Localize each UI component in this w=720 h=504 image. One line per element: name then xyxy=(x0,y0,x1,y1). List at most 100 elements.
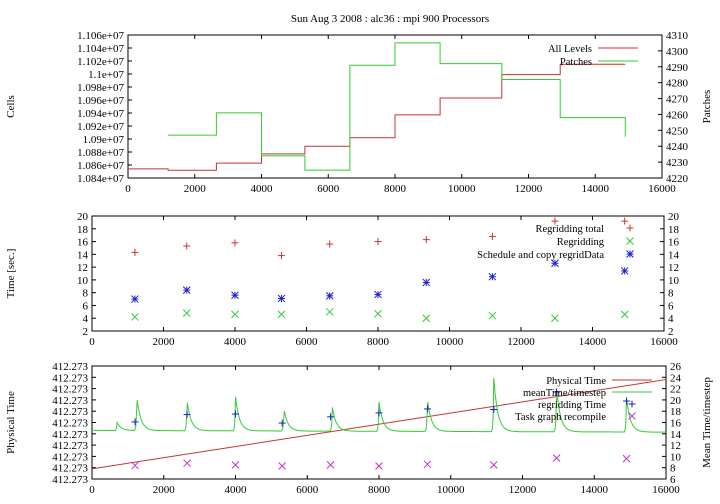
x-tick-label: 16000 xyxy=(650,336,678,348)
data-point-2-9 xyxy=(620,267,629,275)
series-line-1 xyxy=(168,42,626,171)
data-point-1-5 xyxy=(374,309,382,318)
y-tick-label: 20 xyxy=(77,211,89,223)
data-point-1-1 xyxy=(182,309,191,317)
data-point-2-5 xyxy=(374,290,382,299)
y2-tick-label: 8 xyxy=(668,288,674,300)
legend-swatch-2 xyxy=(626,250,634,258)
data-point-0-3 xyxy=(277,252,285,260)
data-point-1-9 xyxy=(620,310,629,319)
y-tick-label: 1.098e+07 xyxy=(77,82,124,94)
legend-label-1: Regridding xyxy=(557,237,605,248)
y2-tick-label: 4220 xyxy=(666,173,689,185)
y2-tick-label: 4240 xyxy=(666,141,689,153)
y-tick-label: 14 xyxy=(77,249,89,261)
legend-swatch-0 xyxy=(626,224,634,232)
data-point-0-5 xyxy=(374,238,382,246)
y2-tick-label: 12 xyxy=(668,262,679,274)
legend-label-0: Physical Time xyxy=(546,376,606,387)
y-tick-label: 1.106e+07 xyxy=(77,30,124,42)
data-point-1-7 xyxy=(488,311,497,320)
y2-tick-label: 2 xyxy=(668,326,674,338)
data-point-3-3 xyxy=(278,462,286,470)
data-point-2-0 xyxy=(131,295,139,303)
x-tick-label: 4000 xyxy=(251,183,274,195)
legend-label-0: Regridding total xyxy=(535,224,604,235)
y2-tick-label: 18 xyxy=(670,406,682,418)
data-point-2-3 xyxy=(277,294,286,303)
y-tick-label: 2 xyxy=(83,326,89,338)
y-tick-label: 412.273 xyxy=(52,440,88,452)
y2-tick-label: 20 xyxy=(670,395,682,407)
y-tick-label: 10 xyxy=(77,275,89,287)
x-tick-label: 6000 xyxy=(296,484,319,496)
y-tick-label: 412.273 xyxy=(52,451,88,463)
data-point-1-8 xyxy=(551,314,559,323)
y-tick-label: 12 xyxy=(77,262,88,274)
data-point-1-4 xyxy=(325,307,334,316)
y2-tick-label: 16 xyxy=(670,418,682,430)
data-point-0-7 xyxy=(488,232,496,240)
x-tick-label: 8000 xyxy=(384,183,407,195)
data-point-3-2 xyxy=(231,461,240,469)
data-point-1-3 xyxy=(277,310,286,319)
y-tick-label: 412.273 xyxy=(52,429,88,441)
y-tick-label: 1.094e+07 xyxy=(77,108,124,120)
x-tick-label: 10000 xyxy=(436,336,464,348)
cells-patches-panel: 0 2000 4000 6000 8000 10000 12000 14000 16000 1.0… xyxy=(5,30,713,195)
data-point-2-1 xyxy=(183,411,191,419)
x-tick-label: 14000 xyxy=(579,336,607,348)
y-tick-label: 1.1e+07 xyxy=(88,69,124,81)
x-tick-label: 8000 xyxy=(368,484,391,496)
data-point-2-1 xyxy=(182,286,191,294)
y2-axis-title: Mean Time/timestep xyxy=(701,377,713,468)
y2-tick-label: 8 xyxy=(670,463,676,475)
y2-tick-label: 10 xyxy=(668,275,680,287)
y-tick-label: 4 xyxy=(83,313,89,325)
x-tick-label: 2000 xyxy=(153,336,176,348)
y-tick-label: 1.086e+07 xyxy=(77,160,124,172)
data-point-1-2 xyxy=(231,310,239,319)
legend-label-0: All Levels xyxy=(548,44,592,55)
data-point-0-2 xyxy=(231,239,239,247)
series-line-mean-time xyxy=(92,377,666,433)
data-point-2-4 xyxy=(325,292,334,300)
data-point-3-8 xyxy=(552,454,561,462)
y2-tick-label: 26 xyxy=(670,361,682,373)
y2-tick-label: 4260 xyxy=(666,109,689,121)
x-tick-label: 8000 xyxy=(367,336,390,348)
y-axis-title: Time [sec.] xyxy=(5,249,17,299)
data-point-2-9 xyxy=(623,397,631,405)
data-point-2-2 xyxy=(231,291,239,300)
x-tick-label: 0 xyxy=(125,183,131,195)
x-tick-label: 6000 xyxy=(317,183,340,195)
x-tick-label: 2000 xyxy=(184,183,207,195)
data-point-2-6 xyxy=(423,405,431,413)
y-tick-label: 1.102e+07 xyxy=(77,56,124,68)
series-line-0 xyxy=(128,63,626,171)
y-tick-label: 1.092e+07 xyxy=(77,121,124,133)
x-tick-label: 10000 xyxy=(448,183,476,195)
data-point-2-7 xyxy=(490,406,498,414)
x-tick-label: 12000 xyxy=(515,183,543,195)
y-tick-label: 16 xyxy=(77,237,89,249)
data-point-3-9 xyxy=(622,454,631,463)
y-tick-label: 412.273 xyxy=(52,372,88,384)
data-point-3-0 xyxy=(131,461,139,470)
series-line-physical-time xyxy=(91,379,667,470)
y-tick-label: 412.273 xyxy=(52,384,88,396)
legend-swatch-3 xyxy=(628,412,636,420)
data-point-2-5 xyxy=(375,409,383,417)
chart-title: Sun Aug 3 2008 : alc36 : mpi 900 Process… xyxy=(291,13,489,25)
data-point-0-9 xyxy=(621,217,629,225)
y-tick-label: 412.273 xyxy=(52,361,88,373)
y-tick-label: 1.088e+07 xyxy=(77,147,124,159)
x-tick-label: 14000 xyxy=(582,183,610,195)
data-point-0-4 xyxy=(326,240,334,248)
data-point-1-6 xyxy=(422,314,431,323)
legend-label-1: Patches xyxy=(560,57,592,68)
y2-tick-label: 14 xyxy=(668,249,680,261)
data-point-0-1 xyxy=(183,242,191,250)
y-axis-title: Cells xyxy=(5,95,17,118)
